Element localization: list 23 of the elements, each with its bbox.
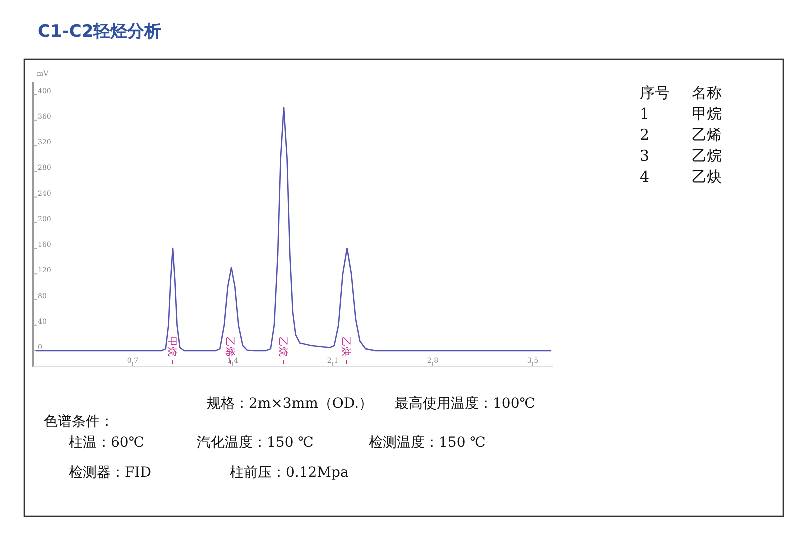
text: 名称 xyxy=(692,84,722,102)
text: 汽化温度：150 ℃ xyxy=(197,435,314,451)
text: 4 xyxy=(640,168,650,186)
text: 甲烷 xyxy=(692,105,722,123)
annotation: 乙烯 xyxy=(224,337,236,357)
text: 乙烷 xyxy=(692,147,722,165)
text: 规格：2m×3mm（OD.） xyxy=(207,396,374,412)
text: 检测温度：150 ℃ xyxy=(369,435,486,451)
text: 乙炔 xyxy=(692,168,722,186)
text: 2 xyxy=(640,126,650,144)
text: 检测器：FID xyxy=(69,465,152,481)
annotation: 乙炔 xyxy=(340,337,352,357)
text: 最高使用温度：100℃ xyxy=(395,396,536,412)
text: 3 xyxy=(640,147,650,165)
text: 乙烯 xyxy=(692,126,722,144)
chart-title: C1-C2轻烃分析 xyxy=(38,22,162,42)
text: 序号 xyxy=(640,84,670,102)
text: 1 xyxy=(640,105,650,123)
text: 柱温：60℃ xyxy=(69,435,144,451)
annotation: 甲烷 xyxy=(166,337,178,357)
text: 色谱条件： xyxy=(44,414,114,430)
text: 柱前压：0.12Mpa xyxy=(230,465,349,481)
annotation: 乙烷 xyxy=(277,337,289,357)
